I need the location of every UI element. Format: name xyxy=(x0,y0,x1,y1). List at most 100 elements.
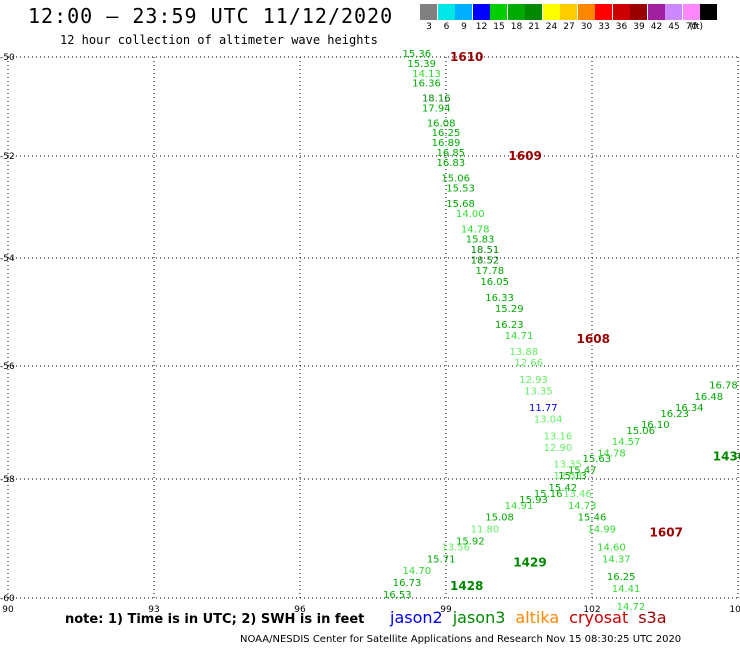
wave-height-label: 16.34 xyxy=(675,403,704,414)
wave-height-label: 16.25 xyxy=(432,128,461,139)
wave-height-label: 12.93 xyxy=(519,375,548,386)
color-scale-label: 12 xyxy=(475,22,488,32)
color-swatch xyxy=(577,4,595,20)
wave-height-label: 14.73 xyxy=(568,501,597,512)
wave-height-label: 14.37 xyxy=(602,554,631,565)
color-scale-label: 45 xyxy=(668,22,680,32)
wave-height-label: 16.08 xyxy=(427,118,456,129)
wave-height-label: 18.16 xyxy=(422,94,451,105)
color-swatch xyxy=(647,4,665,20)
chart-subtitle: 12 hour collection of altimeter wave hei… xyxy=(60,33,378,47)
color-swatch xyxy=(595,4,612,20)
wave-height-label: 13.04 xyxy=(534,415,563,426)
wave-height-label: 15.42 xyxy=(548,483,577,494)
wave-height-label: 15.47 xyxy=(568,465,597,476)
wave-height-label: 16.10 xyxy=(641,420,670,431)
wave-height-label: 17.78 xyxy=(475,266,504,277)
color-scale-label: 24 xyxy=(545,22,558,32)
lat-tick-label: -56 xyxy=(0,362,15,372)
color-scale-label: 30 xyxy=(580,22,593,32)
lat-tick-label: -52 xyxy=(0,152,15,162)
color-swatch xyxy=(665,4,682,20)
color-scale-label: 39 xyxy=(633,22,645,32)
wave-height-label: 14.70 xyxy=(402,566,431,577)
wave-height-label: 15.46 xyxy=(578,513,607,524)
wave-height-label: 13.88 xyxy=(510,347,539,358)
color-swatch xyxy=(612,4,630,20)
color-swatch xyxy=(525,4,542,20)
wave-height-label: 15.63 xyxy=(583,454,612,465)
wave-height-label: 15.29 xyxy=(495,304,524,315)
color-swatch xyxy=(437,4,455,20)
color-swatch xyxy=(490,4,507,20)
wave-height-label: 14.71 xyxy=(505,331,534,342)
satellite-label-s3a: s3a xyxy=(638,608,667,627)
wave-height-label: 13.16 xyxy=(544,431,573,442)
lat-tick-label: -54 xyxy=(0,254,15,264)
wave-height-label: 12.53 xyxy=(553,471,582,482)
wave-height-label: 15.36 xyxy=(402,49,431,60)
wave-height-label: 16.48 xyxy=(694,392,723,403)
pass-time-label: 1610 xyxy=(450,50,483,64)
lon-tick-label: 102 xyxy=(583,605,600,615)
color-swatch xyxy=(560,4,577,20)
color-swatch xyxy=(630,4,647,20)
color-swatch xyxy=(455,4,472,20)
wave-height-label: 17.94 xyxy=(422,103,451,114)
satellite-label-jason2: jason2 xyxy=(390,608,443,627)
wave-height-label: 16.85 xyxy=(437,148,466,159)
lat-tick-label: -58 xyxy=(0,475,15,485)
lon-tick-label: 93 xyxy=(148,605,159,615)
wave-height-label: 15.68 xyxy=(446,199,475,210)
wave-height-label: 14.72 xyxy=(617,602,646,613)
wave-height-label: 14.99 xyxy=(587,525,616,536)
color-swatch xyxy=(542,4,560,20)
wave-height-label: 16.89 xyxy=(432,138,461,149)
wave-height-label: 13.46 xyxy=(563,489,592,500)
wave-height-label: 14.60 xyxy=(597,542,626,553)
pass-time-label: 1429 xyxy=(513,555,546,569)
wave-height-label: 12.66 xyxy=(514,358,543,369)
wave-height-label: 14.00 xyxy=(456,209,485,220)
wave-height-label: 15.06 xyxy=(626,426,655,437)
color-scale-label: 33 xyxy=(598,22,610,32)
wave-height-label: 16.78 xyxy=(709,381,738,392)
wave-height-label: 15.39 xyxy=(407,59,436,70)
wave-height-label: 14.57 xyxy=(612,437,641,448)
wave-height-label: 16.33 xyxy=(485,293,514,304)
chart-title: 12:00 – 23:59 UTC 11/12/2020 xyxy=(28,4,394,28)
wave-height-label: 18.51 xyxy=(471,245,500,256)
wave-height-label: 16.05 xyxy=(480,277,509,288)
wave-height-label: 13.35 xyxy=(553,460,582,471)
wave-height-label: 15.06 xyxy=(441,174,470,185)
color-scale-label: 18 xyxy=(510,22,523,32)
wave-height-label: 16.73 xyxy=(393,578,422,589)
pass-time-label: 1609 xyxy=(508,149,541,163)
pass-time-label: 1430 xyxy=(713,449,740,463)
pass-time-label: 1608 xyxy=(577,332,610,346)
color-scale-label: 42 xyxy=(650,22,663,32)
pass-time-label: 1607 xyxy=(650,526,683,540)
credit-line: NOAA/NESDIS Center for Satellite Applica… xyxy=(240,634,682,645)
wave-height-label: 15.08 xyxy=(485,513,514,524)
color-swatch xyxy=(507,4,525,20)
color-scale-label: 6 xyxy=(443,22,450,32)
wave-height-label: 16.36 xyxy=(412,79,441,90)
wave-height-label: 16.23 xyxy=(495,320,524,331)
lon-tick-label: 99 xyxy=(440,605,452,615)
wave-height-label: 12.90 xyxy=(544,443,573,454)
color-scale-label: 70 xyxy=(685,22,698,32)
wave-height-label: 15.53 xyxy=(446,184,475,195)
wave-height-label: 15.16 xyxy=(534,489,563,500)
wave-height-label: 15.71 xyxy=(427,554,456,565)
wave-height-label: 18.52 xyxy=(471,255,500,266)
wave-height-label: 14.78 xyxy=(461,225,490,236)
lon-tick-label: 90 xyxy=(2,605,14,615)
color-swatch xyxy=(682,4,700,20)
color-scale-label: 21 xyxy=(528,22,540,32)
color-swatch xyxy=(420,4,437,20)
color-scale-label: 36 xyxy=(615,22,628,32)
wave-height-label: 13.56 xyxy=(441,542,470,553)
wave-height-label: 14.78 xyxy=(597,448,626,459)
wave-height-label: 15.83 xyxy=(466,235,495,246)
